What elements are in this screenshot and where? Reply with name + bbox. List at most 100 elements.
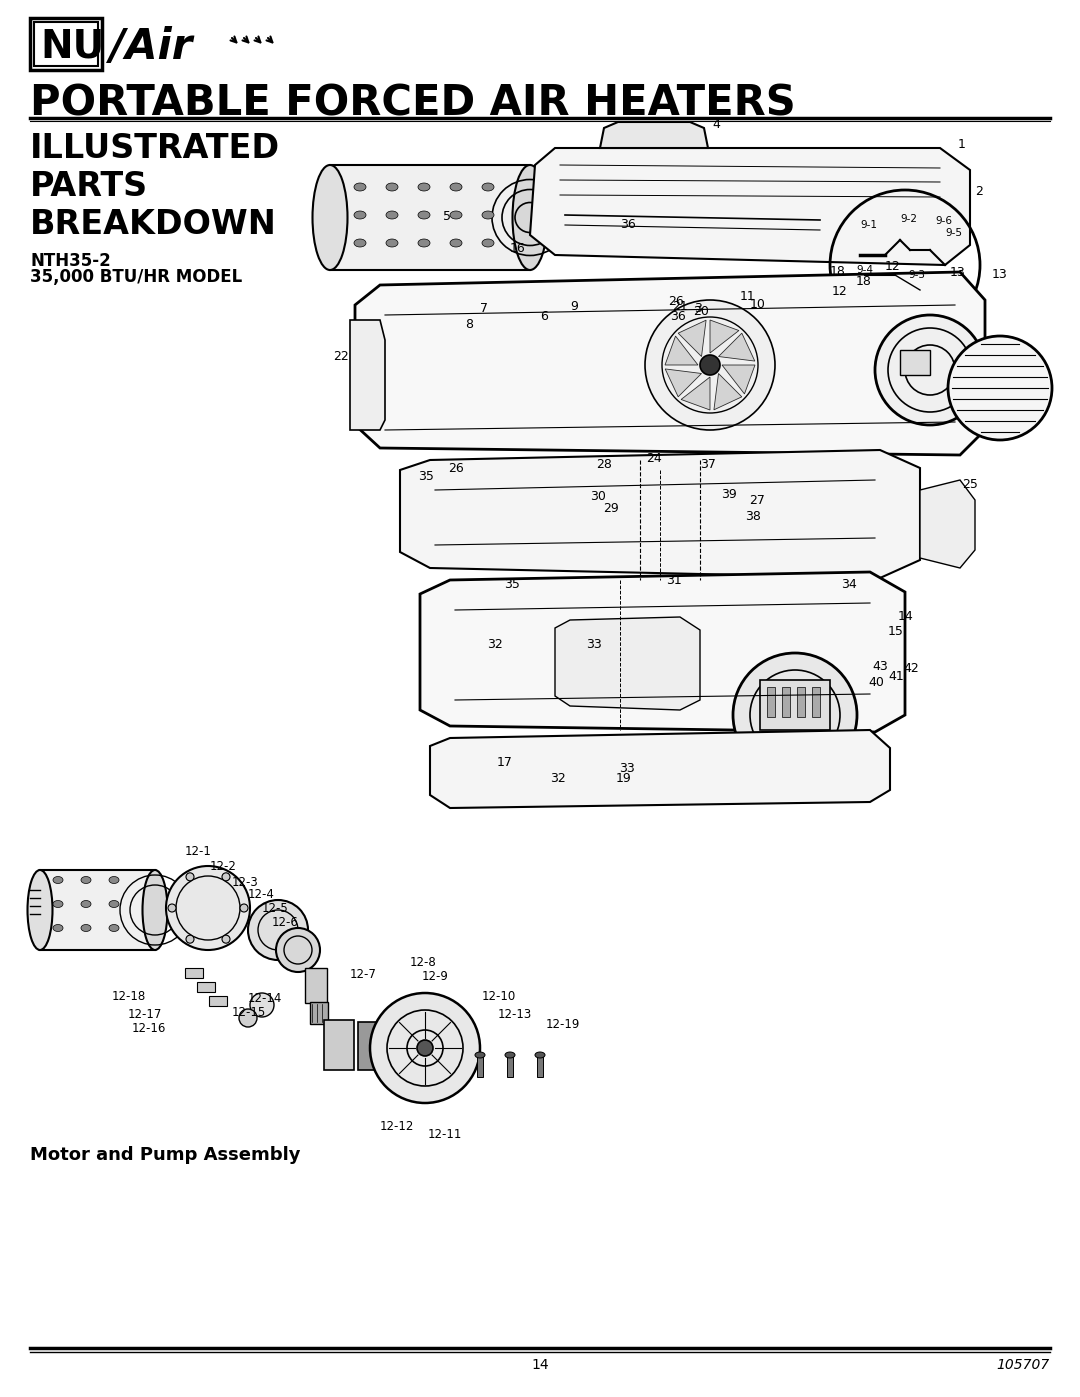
Text: 12-14: 12-14	[248, 992, 282, 1004]
Ellipse shape	[312, 165, 348, 270]
Polygon shape	[714, 373, 742, 409]
Circle shape	[248, 900, 308, 960]
Ellipse shape	[143, 870, 167, 950]
Bar	[767, 687, 775, 717]
Circle shape	[276, 928, 320, 972]
Polygon shape	[718, 332, 755, 360]
Ellipse shape	[482, 239, 494, 247]
Text: 9-5: 9-5	[945, 228, 962, 237]
Polygon shape	[665, 337, 698, 365]
Text: 35: 35	[504, 578, 519, 591]
Circle shape	[370, 993, 480, 1104]
Bar	[507, 1055, 513, 1077]
Bar	[197, 982, 215, 992]
Text: ILLUSTRATED: ILLUSTRATED	[30, 131, 280, 165]
Text: 43: 43	[872, 659, 888, 673]
Ellipse shape	[418, 211, 430, 219]
Text: 22: 22	[333, 351, 349, 363]
Circle shape	[240, 904, 248, 912]
Text: 15: 15	[888, 624, 904, 638]
Ellipse shape	[475, 1052, 485, 1058]
Circle shape	[875, 314, 985, 425]
Text: 12-1: 12-1	[185, 845, 212, 858]
Text: 12-7: 12-7	[350, 968, 377, 981]
Ellipse shape	[53, 901, 63, 908]
Polygon shape	[678, 320, 706, 356]
Text: 12-6: 12-6	[272, 916, 299, 929]
Text: 12-19: 12-19	[546, 1018, 580, 1031]
Ellipse shape	[386, 183, 399, 191]
Text: 2: 2	[975, 184, 983, 198]
Ellipse shape	[81, 925, 91, 932]
Text: NTH35-2: NTH35-2	[30, 251, 111, 270]
Circle shape	[186, 935, 194, 943]
Ellipse shape	[450, 239, 462, 247]
Text: 13: 13	[993, 268, 1008, 281]
Text: 42: 42	[903, 662, 919, 675]
Bar	[33, 22, 98, 66]
Polygon shape	[600, 122, 708, 148]
Bar	[210, 996, 227, 1006]
Bar	[30, 18, 102, 70]
Text: 12-17: 12-17	[129, 1009, 162, 1021]
Ellipse shape	[81, 876, 91, 883]
Bar	[782, 687, 789, 717]
Text: 12: 12	[832, 285, 848, 298]
Ellipse shape	[418, 183, 430, 191]
Ellipse shape	[513, 165, 548, 270]
Circle shape	[166, 866, 249, 950]
Text: 8: 8	[465, 319, 473, 331]
Text: 1: 1	[958, 138, 966, 151]
Circle shape	[700, 355, 720, 374]
Text: 24: 24	[646, 453, 662, 465]
Circle shape	[239, 1009, 257, 1027]
Text: 35: 35	[418, 469, 434, 483]
Text: 19: 19	[616, 773, 632, 785]
Text: PORTABLE FORCED AIR HEATERS: PORTABLE FORCED AIR HEATERS	[30, 82, 796, 124]
Polygon shape	[920, 481, 975, 569]
Bar	[185, 968, 203, 978]
Text: 39: 39	[721, 488, 737, 502]
Bar	[324, 1020, 354, 1070]
Ellipse shape	[354, 239, 366, 247]
Text: 14: 14	[897, 610, 914, 623]
Ellipse shape	[53, 925, 63, 932]
Text: 26: 26	[448, 462, 463, 475]
Text: 6: 6	[540, 310, 548, 323]
Polygon shape	[665, 369, 702, 397]
Text: 34: 34	[841, 578, 856, 591]
Text: 38: 38	[745, 510, 761, 522]
Text: 37: 37	[700, 458, 716, 471]
Text: 27: 27	[750, 495, 765, 507]
Bar	[760, 680, 831, 731]
Text: 12-16: 12-16	[132, 1023, 166, 1035]
Text: 12-12: 12-12	[380, 1120, 415, 1133]
Text: 29: 29	[603, 502, 619, 515]
Polygon shape	[530, 148, 970, 265]
Text: 13: 13	[950, 265, 966, 279]
Polygon shape	[710, 320, 739, 353]
Bar	[310, 1002, 328, 1024]
Ellipse shape	[418, 239, 430, 247]
Text: 4: 4	[712, 117, 720, 131]
Text: 36: 36	[620, 218, 636, 231]
Text: 12-11: 12-11	[428, 1127, 462, 1141]
Bar	[537, 1055, 543, 1077]
Text: 12-9: 12-9	[422, 970, 449, 983]
Ellipse shape	[505, 1052, 515, 1058]
Text: 9-1: 9-1	[860, 219, 877, 231]
Text: /Air: /Air	[110, 27, 192, 68]
Polygon shape	[723, 365, 755, 394]
Ellipse shape	[482, 183, 494, 191]
Text: 12-5: 12-5	[262, 902, 288, 915]
Circle shape	[417, 1039, 433, 1056]
Text: 12: 12	[885, 260, 901, 272]
Bar	[812, 687, 820, 717]
Bar	[357, 1023, 383, 1070]
Text: 9-6: 9-6	[935, 217, 951, 226]
Polygon shape	[420, 571, 905, 732]
Ellipse shape	[450, 183, 462, 191]
Text: 12-2: 12-2	[210, 861, 237, 873]
Text: 105707: 105707	[997, 1358, 1050, 1372]
Polygon shape	[681, 377, 710, 409]
